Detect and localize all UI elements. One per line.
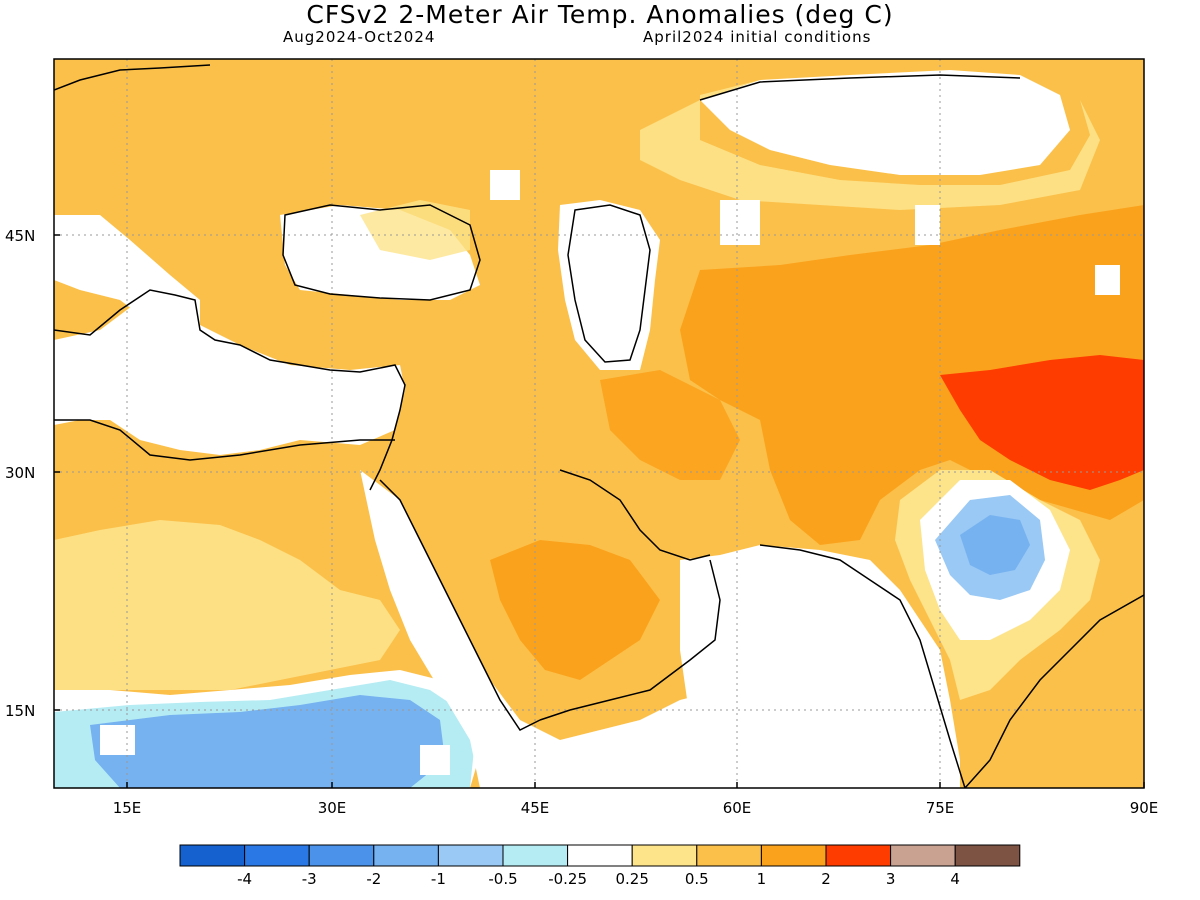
colorbar-swatch (631, 844, 698, 867)
colorbar-tick-label: -1 (431, 870, 446, 888)
colorbar-tick-label: 0.25 (615, 870, 648, 888)
lat-label-30n: 30N (5, 464, 35, 482)
gridlines (54, 59, 1144, 788)
sahara-lightwarm (54, 520, 400, 700)
italy-neutral (54, 215, 200, 330)
colorbar-tick-label: -2 (366, 870, 381, 888)
kazakh-lightwarm (640, 80, 1100, 210)
colorbar-swatch (890, 844, 956, 867)
colorbar-swatch (825, 844, 892, 867)
colorbar-tick-label: 1 (757, 870, 767, 888)
sahel-cool (90, 695, 445, 788)
lon-label-60e: 60E (723, 799, 752, 817)
lat-label-15n: 15N (5, 702, 35, 720)
colorbar-tick-label: 0.5 (685, 870, 709, 888)
colorbar-tick-label: 2 (821, 870, 831, 888)
iran-warmer (600, 370, 740, 480)
neutral-patch (915, 205, 940, 245)
colorbar (179, 844, 1021, 867)
lon-label-90e: 90E (1130, 799, 1159, 817)
initial-conditions: April2024 initial conditions (643, 28, 872, 46)
colorbar-swatch (502, 844, 569, 867)
forecast-period: Aug2024-Oct2024 (283, 28, 436, 46)
kazakh-neutral (700, 70, 1070, 175)
caspian-neutral (558, 200, 660, 370)
colorbar-swatch (437, 844, 504, 867)
map-title: CFSv2 2-Meter Air Temp. Anomalies (deg C… (306, 0, 894, 29)
colorbar-swatch (373, 844, 439, 867)
colorbar-swatch (696, 844, 762, 867)
lon-label-45e: 45E (521, 799, 550, 817)
neutral-patch (420, 745, 450, 775)
colorbar-tick-label: -4 (237, 870, 252, 888)
lat-label-45n: 45N (5, 227, 35, 245)
colorbar-swatch (567, 844, 633, 867)
aral-neutral (720, 200, 760, 245)
neutral-patch (100, 725, 135, 755)
europe-lightwarm (360, 200, 470, 260)
colorbar-swatch (954, 844, 1021, 867)
colorbar-tick-label: 3 (886, 870, 896, 888)
colorbar-tick-label: -0.5 (488, 870, 517, 888)
colorbar-tick-label: -3 (302, 870, 317, 888)
colorbar-swatch (179, 844, 246, 867)
colorbar-tick-label: -0.25 (548, 870, 587, 888)
colorbar-swatch (760, 844, 827, 867)
india-neutral (680, 545, 960, 788)
colorbar-tick-label: 4 (950, 870, 960, 888)
anomaly-field (54, 59, 1144, 788)
coastlines (54, 64, 1144, 788)
neutral-patch (1095, 265, 1120, 295)
colorbar-labels: -4 -3 -2 -1 -0.5 -0.25 0.25 0.5 1 2 3 4 (237, 870, 960, 888)
axis-ticks (54, 234, 1145, 788)
india-cooler (960, 515, 1030, 575)
arabia-warmer (490, 540, 660, 680)
mediterranean-neutral (54, 300, 405, 455)
neutral-patch (490, 170, 520, 200)
colorbar-swatch (244, 844, 310, 867)
colorbar-swatch (308, 844, 375, 867)
plot-frame (53, 58, 1145, 789)
lon-label-15e: 15E (113, 799, 142, 817)
lon-label-75e: 75E (926, 799, 955, 817)
lon-label-30e: 30E (318, 799, 347, 817)
tibet-hot (940, 355, 1144, 490)
